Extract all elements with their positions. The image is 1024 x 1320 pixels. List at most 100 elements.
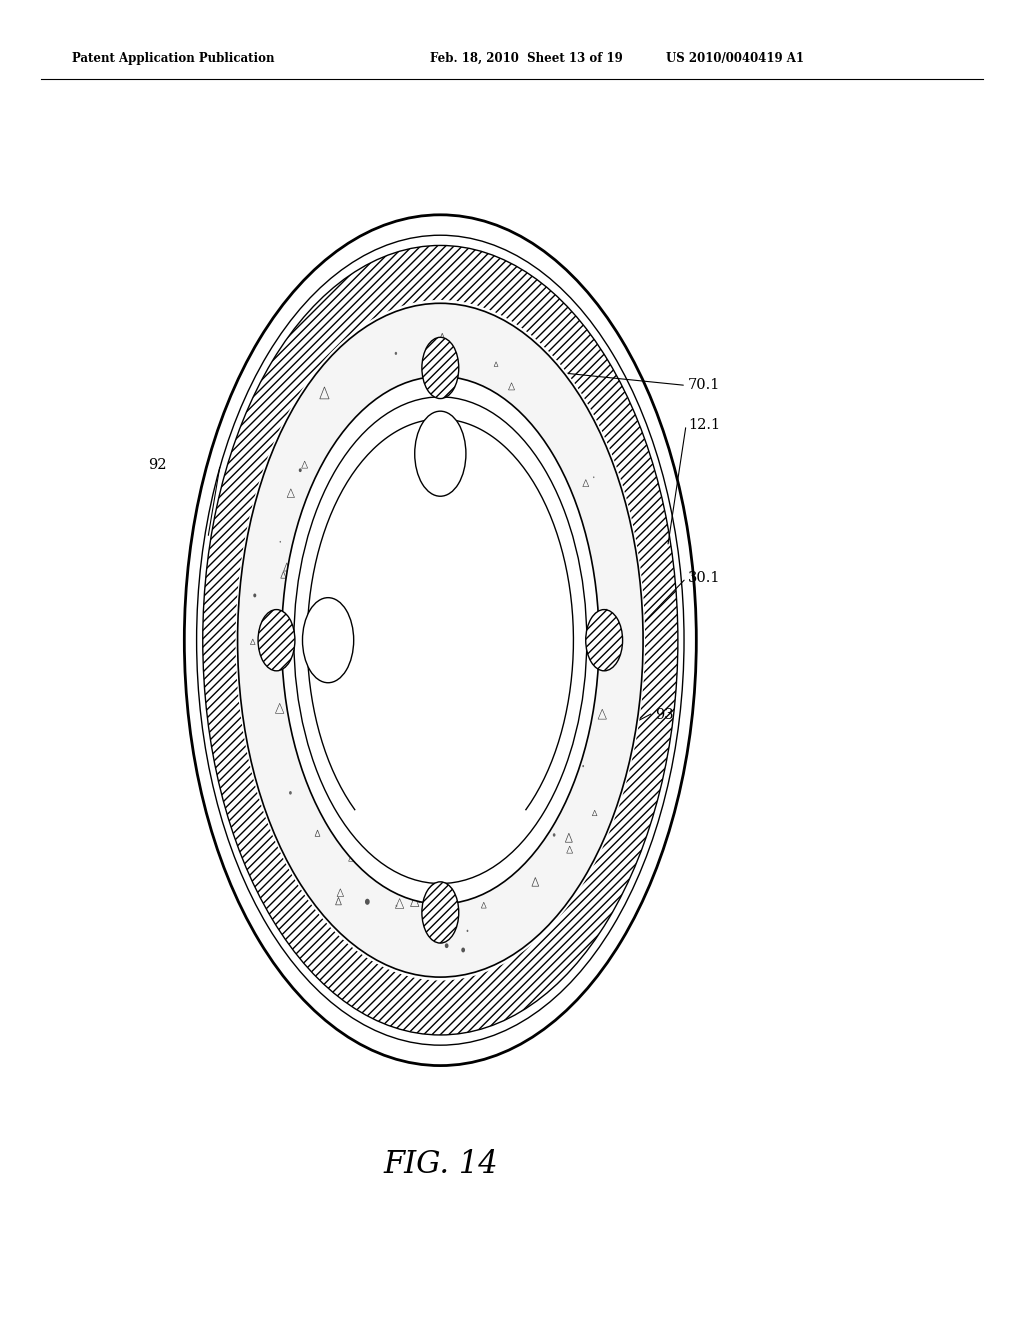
Circle shape — [441, 606, 443, 609]
Circle shape — [453, 659, 455, 661]
Circle shape — [504, 771, 506, 774]
Ellipse shape — [415, 411, 466, 496]
Circle shape — [454, 677, 457, 681]
Circle shape — [443, 638, 445, 639]
Circle shape — [510, 808, 513, 813]
Ellipse shape — [302, 598, 353, 682]
Circle shape — [381, 632, 386, 639]
Circle shape — [261, 622, 264, 626]
Circle shape — [524, 672, 526, 675]
Circle shape — [426, 656, 427, 659]
Circle shape — [410, 484, 415, 491]
Circle shape — [305, 533, 307, 536]
Circle shape — [353, 718, 356, 722]
Circle shape — [446, 446, 451, 451]
Circle shape — [515, 535, 518, 539]
Circle shape — [326, 520, 327, 521]
Circle shape — [406, 756, 410, 762]
Circle shape — [290, 667, 294, 672]
Circle shape — [480, 565, 485, 572]
Circle shape — [480, 602, 482, 606]
Circle shape — [568, 694, 571, 698]
Text: US 2010/0040419 A1: US 2010/0040419 A1 — [666, 51, 804, 65]
Circle shape — [461, 948, 465, 953]
Ellipse shape — [184, 215, 696, 1065]
Ellipse shape — [236, 300, 645, 981]
Circle shape — [359, 496, 364, 500]
Ellipse shape — [586, 610, 623, 671]
Circle shape — [406, 721, 407, 723]
Circle shape — [553, 591, 557, 595]
Circle shape — [418, 898, 421, 903]
Circle shape — [535, 503, 539, 508]
Ellipse shape — [197, 235, 684, 1045]
Ellipse shape — [422, 338, 459, 399]
Circle shape — [253, 594, 256, 598]
Circle shape — [417, 657, 420, 661]
Ellipse shape — [294, 397, 587, 883]
Circle shape — [435, 664, 438, 668]
Circle shape — [474, 433, 477, 436]
Circle shape — [373, 857, 375, 859]
Circle shape — [289, 791, 292, 795]
Circle shape — [451, 396, 453, 397]
Circle shape — [464, 655, 469, 660]
Circle shape — [359, 606, 362, 609]
Circle shape — [394, 352, 397, 355]
Circle shape — [476, 558, 477, 561]
Circle shape — [395, 715, 398, 721]
Circle shape — [454, 685, 458, 689]
Circle shape — [307, 735, 309, 737]
Circle shape — [432, 494, 434, 495]
Circle shape — [395, 759, 397, 762]
Circle shape — [343, 705, 345, 708]
Circle shape — [456, 682, 461, 689]
Text: 30.1: 30.1 — [688, 572, 721, 585]
Circle shape — [304, 541, 305, 543]
Circle shape — [560, 570, 563, 574]
Text: Feb. 18, 2010  Sheet 13 of 19: Feb. 18, 2010 Sheet 13 of 19 — [430, 51, 623, 65]
Circle shape — [361, 549, 364, 552]
Text: Patent Application Publication: Patent Application Publication — [72, 51, 274, 65]
Circle shape — [397, 603, 400, 607]
Circle shape — [423, 651, 425, 653]
Circle shape — [522, 780, 525, 784]
Circle shape — [349, 618, 351, 620]
Circle shape — [556, 589, 561, 594]
Circle shape — [441, 762, 443, 763]
Text: 93: 93 — [655, 709, 674, 722]
Circle shape — [474, 512, 476, 515]
Circle shape — [401, 627, 403, 630]
Circle shape — [481, 560, 483, 564]
Circle shape — [558, 591, 560, 594]
Circle shape — [360, 727, 365, 733]
Circle shape — [456, 614, 458, 618]
Circle shape — [395, 904, 397, 907]
Circle shape — [410, 727, 412, 730]
Circle shape — [343, 762, 346, 764]
Ellipse shape — [422, 882, 459, 942]
Circle shape — [436, 917, 438, 919]
Circle shape — [490, 578, 492, 579]
Circle shape — [493, 861, 495, 865]
Circle shape — [593, 477, 594, 478]
Circle shape — [372, 663, 374, 667]
Ellipse shape — [238, 304, 643, 977]
Circle shape — [549, 487, 552, 491]
Circle shape — [408, 664, 410, 665]
Circle shape — [559, 566, 563, 573]
Circle shape — [383, 841, 388, 847]
Ellipse shape — [258, 610, 295, 671]
Circle shape — [518, 705, 521, 709]
Circle shape — [466, 602, 470, 607]
Circle shape — [483, 838, 486, 842]
Circle shape — [467, 929, 468, 932]
Ellipse shape — [282, 376, 599, 904]
Circle shape — [553, 651, 558, 657]
Circle shape — [461, 619, 462, 622]
Circle shape — [438, 667, 440, 669]
Circle shape — [391, 603, 392, 605]
Circle shape — [553, 833, 555, 837]
Circle shape — [460, 516, 464, 521]
Circle shape — [456, 597, 460, 602]
